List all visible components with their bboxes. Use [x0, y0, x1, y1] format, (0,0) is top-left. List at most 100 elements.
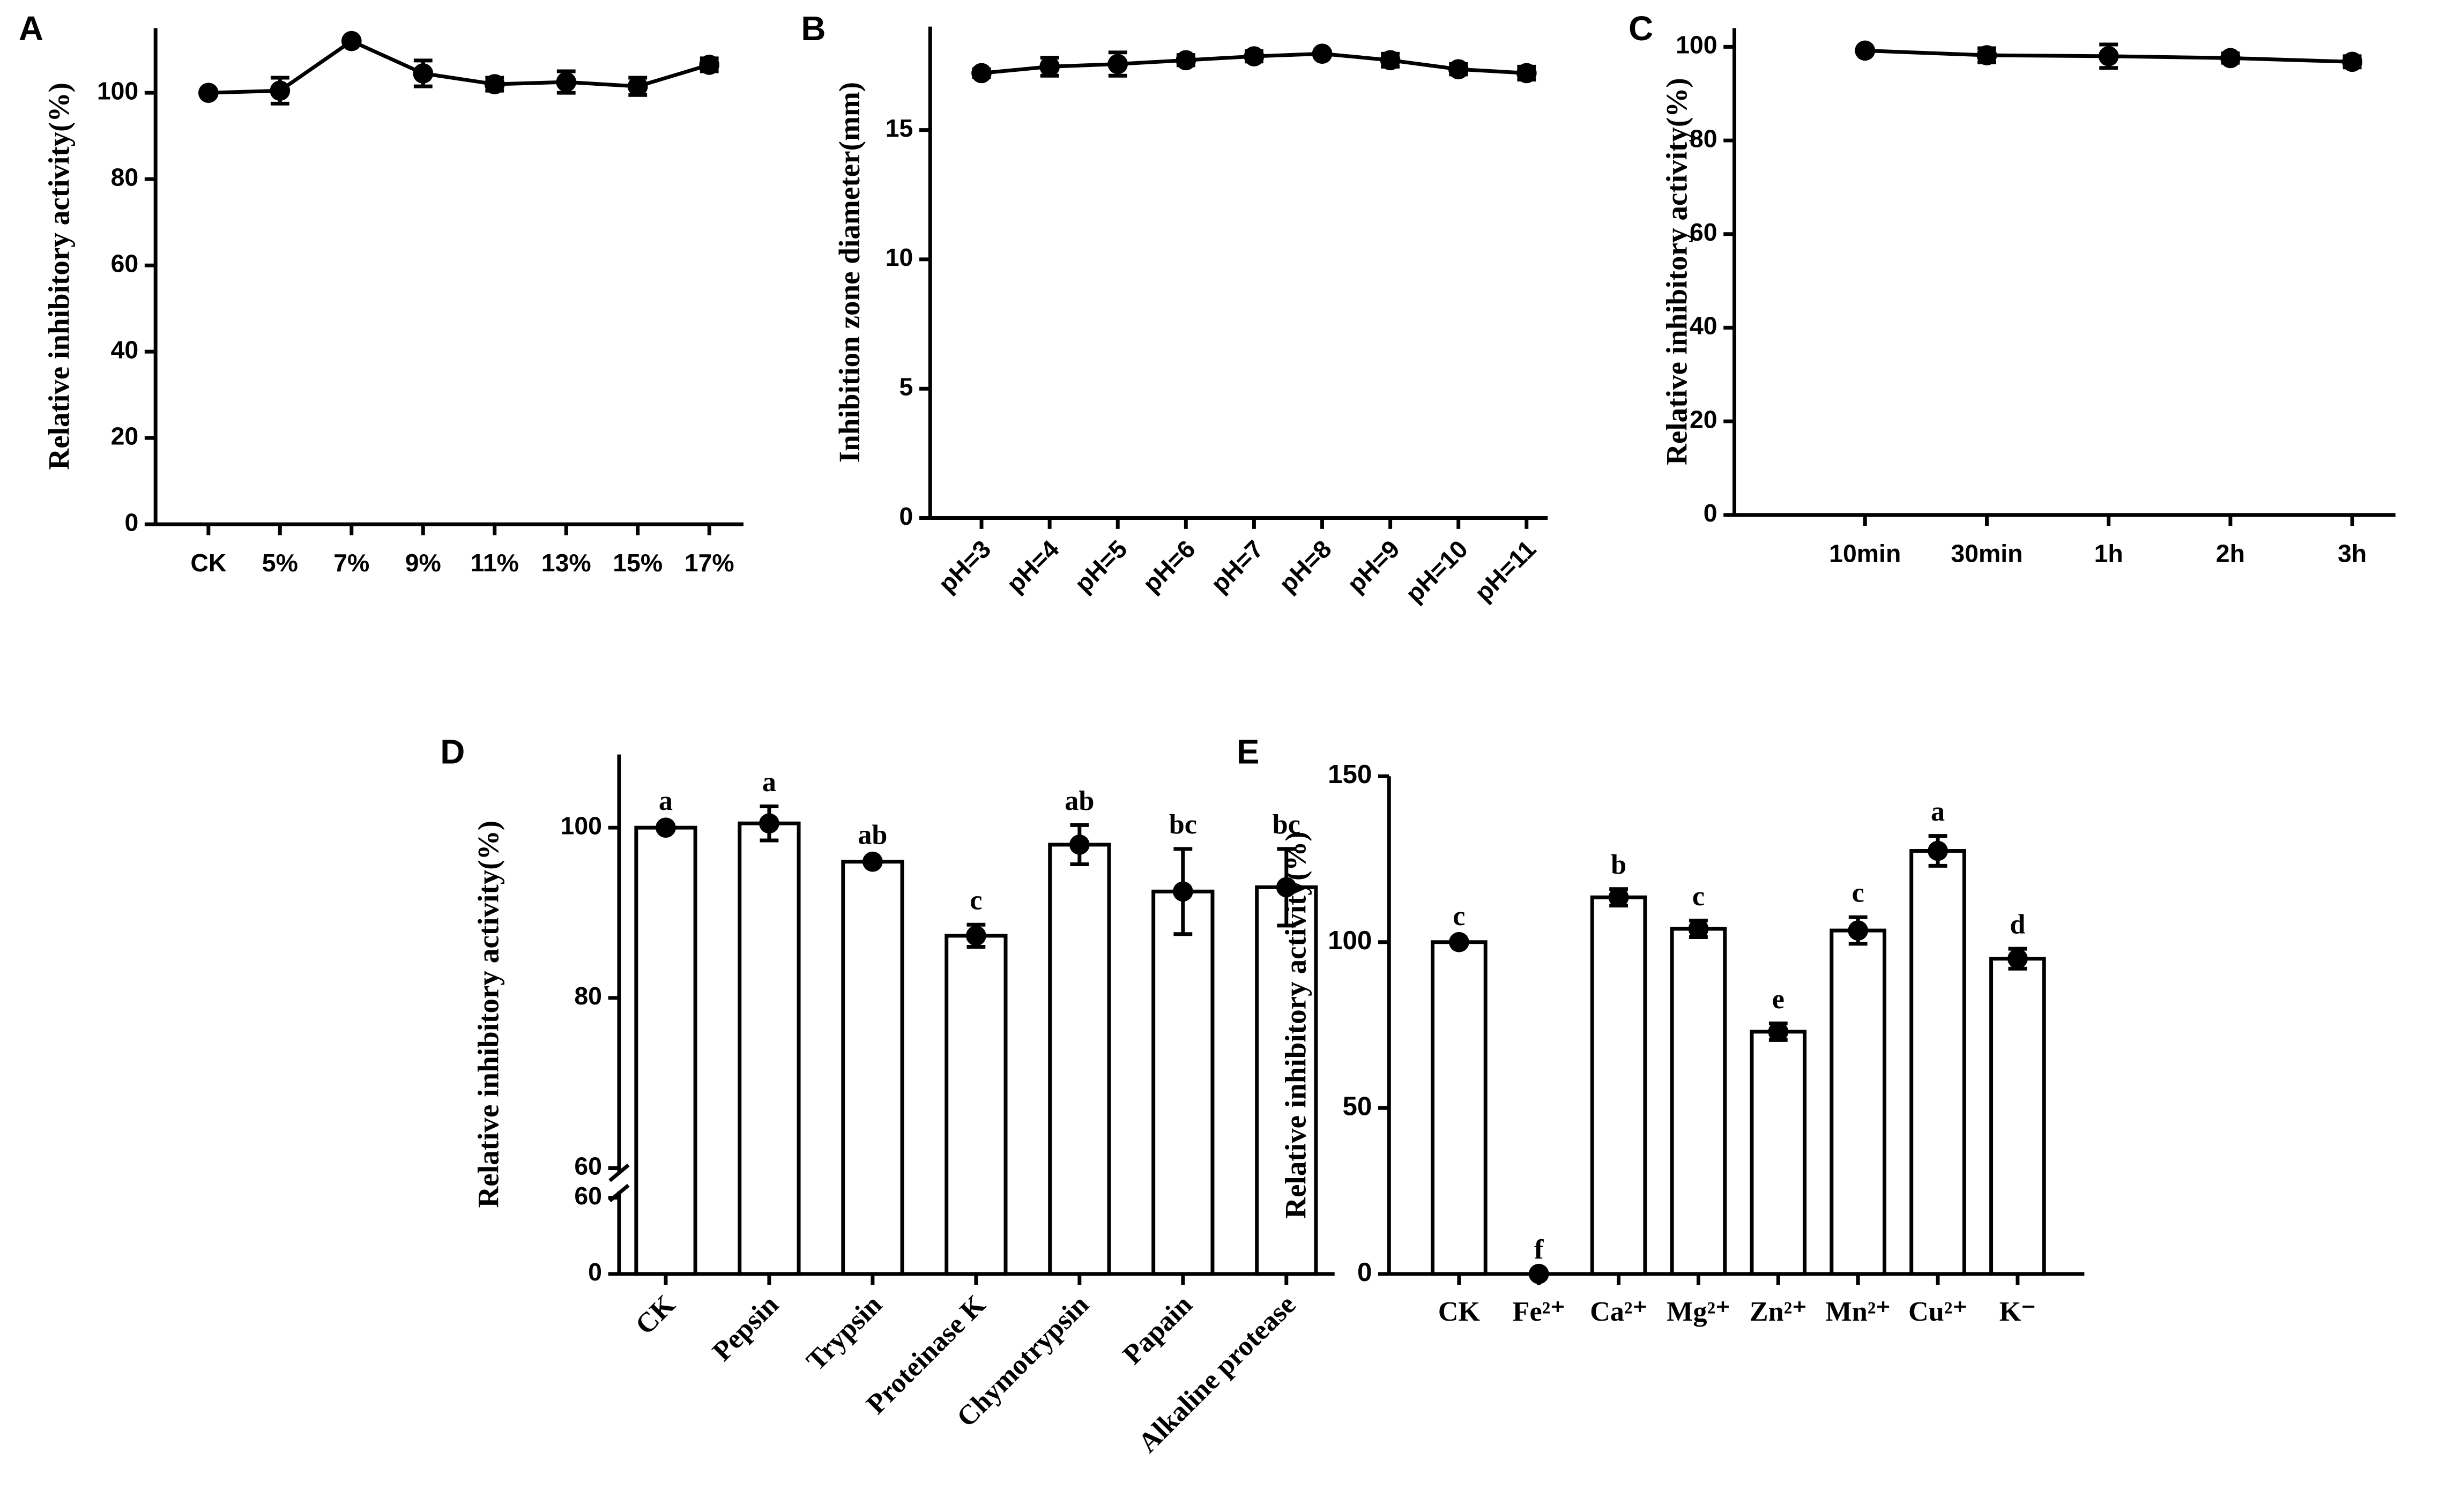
x-tick-label: pH=3	[933, 535, 996, 598]
y-tick-label: 80	[1690, 124, 1717, 152]
y-axis-label: Relative inhibitory activity(%)	[1661, 78, 1693, 465]
y-tick-label: 60	[574, 1152, 602, 1180]
significance-letter: ab	[858, 819, 887, 850]
data-point	[413, 63, 434, 84]
significance-letter: c	[1453, 900, 1465, 932]
significance-letter: c	[970, 885, 982, 916]
x-tick-label: 15%	[613, 549, 663, 577]
y-tick-label: 0	[124, 508, 138, 536]
data-point	[1276, 877, 1297, 898]
bar	[738, 821, 801, 1276]
x-tick-label: 1h	[2094, 539, 2123, 567]
y-tick-label: 0	[899, 502, 913, 530]
x-tick-label: pH=6	[1137, 535, 1201, 598]
significance-letter: bc	[1273, 809, 1300, 840]
x-tick-label: Fe²⁺	[1513, 1296, 1565, 1327]
data-point	[1176, 50, 1196, 71]
panel-label: B	[801, 9, 826, 48]
x-tick-label: Mg²⁺	[1667, 1296, 1730, 1327]
x-tick-label: pH=11	[1469, 535, 1541, 607]
y-tick-label: 100	[97, 77, 138, 105]
significance-letter: ab	[1065, 785, 1094, 816]
data-point	[2220, 48, 2241, 69]
x-tick-label: pH=8	[1274, 535, 1337, 598]
bar	[634, 825, 697, 1276]
data-point	[2098, 46, 2119, 66]
y-tick-label: 20	[1690, 405, 1717, 433]
data-point	[2342, 51, 2362, 72]
panel-label: E	[1237, 732, 1260, 771]
bar	[1670, 927, 1727, 1276]
data-point	[1608, 887, 1629, 908]
data-point	[484, 74, 505, 94]
x-tick-label: 13%	[541, 549, 591, 577]
data-point	[198, 83, 219, 103]
x-tick-label: pH=4	[1001, 535, 1065, 598]
data-point	[656, 817, 676, 838]
data-point	[1448, 59, 1469, 80]
x-tick-label: 5%	[262, 549, 298, 577]
y-axis-label: Relative inhibitory activity(%)	[43, 83, 76, 470]
y-tick-label: 0	[588, 1258, 602, 1286]
significance-letter: d	[2010, 908, 2025, 940]
data-point	[1380, 50, 1401, 71]
y-axis-label: Relative inhibitory activity(%)	[1280, 831, 1312, 1219]
y-tick-label: 0	[1357, 1257, 1372, 1287]
significance-letter: a	[1931, 796, 1945, 827]
y-axis-label: Inhibition zone diameter(mm)	[833, 82, 866, 463]
x-tick-label: pH=10	[1400, 535, 1473, 608]
y-tick-label: 40	[111, 336, 139, 363]
data-point	[699, 55, 720, 75]
x-tick-label: 11%	[471, 549, 519, 577]
x-tick-label: 10min	[1829, 539, 1901, 567]
bar	[1590, 895, 1647, 1276]
x-tick-label: Trypsin	[800, 1289, 888, 1376]
y-tick-label: 50	[1343, 1091, 1372, 1121]
bar	[841, 860, 904, 1276]
data-point	[1516, 63, 1537, 84]
data-point	[1244, 46, 1265, 66]
y-tick-label: 60	[111, 249, 139, 277]
x-tick-label: Ca²⁺	[1590, 1296, 1647, 1327]
data-point	[341, 31, 362, 51]
data-point	[971, 63, 992, 84]
data-point	[759, 813, 779, 834]
bar	[1048, 843, 1111, 1276]
x-tick-label: Zn²⁺	[1750, 1296, 1807, 1327]
significance-letter: f	[1534, 1234, 1544, 1265]
data-point	[1069, 835, 1090, 855]
axis-break	[608, 1163, 630, 1182]
data-point	[1688, 919, 1709, 939]
x-tick-label: CK	[629, 1289, 681, 1341]
panel-label: A	[19, 9, 43, 48]
y-tick-label: 60	[574, 1182, 602, 1210]
data-point	[270, 80, 291, 101]
data-point	[2007, 948, 2028, 969]
data-point	[556, 72, 577, 92]
significance-letter: b	[1611, 849, 1626, 880]
x-tick-label: 17%	[685, 549, 734, 577]
x-tick-label: Papain	[1117, 1289, 1199, 1371]
panel-label: D	[440, 732, 465, 771]
y-tick-label: 60	[1690, 218, 1717, 246]
significance-letter: bc	[1169, 809, 1197, 840]
data-point	[1039, 56, 1060, 77]
bar	[1431, 940, 1488, 1276]
significance-letter: a	[762, 766, 776, 798]
data-point	[1768, 1022, 1789, 1042]
data-point	[1855, 40, 1876, 61]
significance-letter: c	[1692, 881, 1705, 912]
x-tick-label: K⁻	[1999, 1296, 2036, 1327]
x-tick-label: 2h	[2216, 539, 2245, 567]
x-tick-label: 3h	[2338, 539, 2367, 567]
bar	[1750, 1030, 1807, 1276]
y-tick-label: 80	[111, 163, 139, 191]
significance-letter: c	[1852, 877, 1864, 908]
x-tick-label: 7%	[333, 549, 369, 577]
x-tick-label: 30min	[1951, 539, 2022, 567]
data-point	[1312, 43, 1333, 64]
bar	[1989, 957, 2046, 1276]
bar	[1830, 928, 1886, 1276]
data-point	[1528, 1263, 1549, 1284]
